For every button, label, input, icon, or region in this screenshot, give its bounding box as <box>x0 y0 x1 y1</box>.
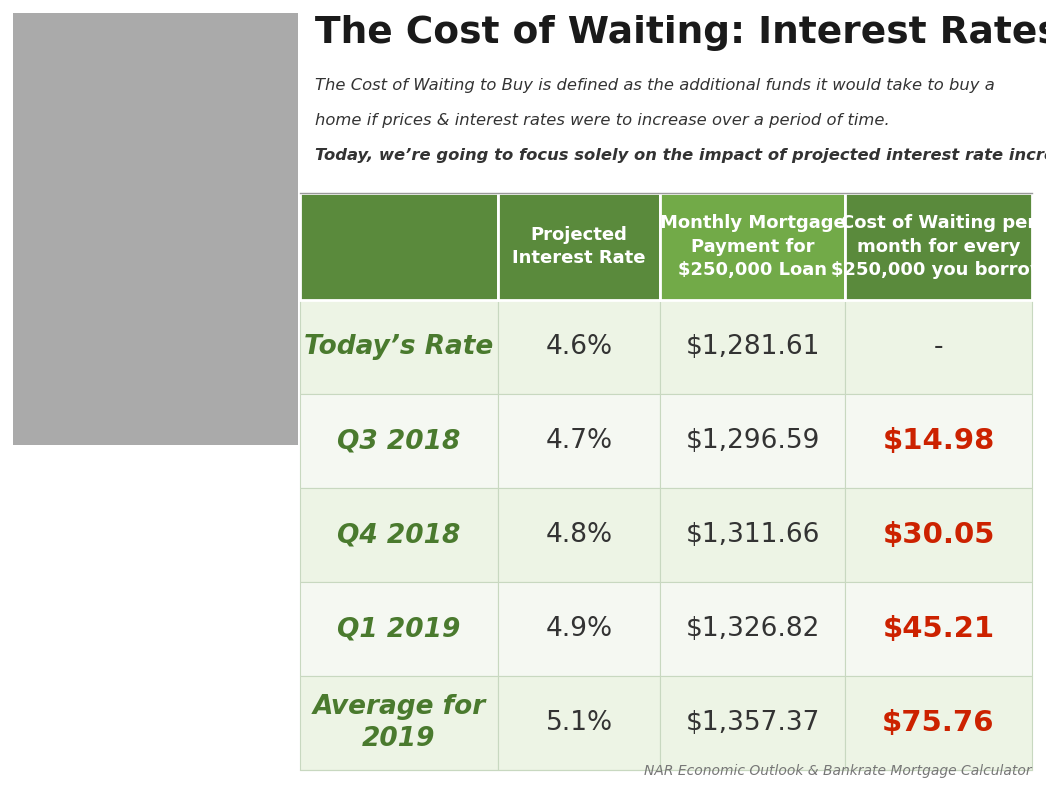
Text: home if prices & interest rates were to increase over a period of time.: home if prices & interest rates were to … <box>315 113 895 128</box>
Text: Monthly Mortgage
Payment for
$250,000 Loan: Monthly Mortgage Payment for $250,000 Lo… <box>660 214 845 279</box>
Text: $1,326.82: $1,326.82 <box>685 616 820 642</box>
Text: Today’s Rate: Today’s Rate <box>304 334 494 360</box>
Text: 4.7%: 4.7% <box>545 428 613 454</box>
Text: $1,296.59: $1,296.59 <box>685 428 820 454</box>
FancyBboxPatch shape <box>498 582 660 676</box>
FancyBboxPatch shape <box>498 488 660 582</box>
FancyBboxPatch shape <box>660 488 845 582</box>
FancyBboxPatch shape <box>660 582 845 676</box>
Text: 4.9%: 4.9% <box>545 616 613 642</box>
Text: $1,281.61: $1,281.61 <box>685 334 820 360</box>
FancyBboxPatch shape <box>300 582 498 676</box>
FancyBboxPatch shape <box>498 676 660 770</box>
FancyBboxPatch shape <box>845 676 1032 770</box>
FancyBboxPatch shape <box>498 394 660 488</box>
FancyBboxPatch shape <box>300 676 498 770</box>
FancyBboxPatch shape <box>845 300 1032 394</box>
Text: Today, we’re going to focus solely on the impact of projected interest rate incr: Today, we’re going to focus solely on th… <box>315 148 1046 163</box>
Text: 4.8%: 4.8% <box>545 522 613 548</box>
Text: The Cost of Waiting to Buy is defined as the additional funds it would take to b: The Cost of Waiting to Buy is defined as… <box>315 78 995 93</box>
FancyBboxPatch shape <box>498 193 660 300</box>
Text: Cost of Waiting per
month for every
$250,000 you borrow: Cost of Waiting per month for every $250… <box>831 214 1046 279</box>
Text: NAR Economic Outlook & Bankrate Mortgage Calculator: NAR Economic Outlook & Bankrate Mortgage… <box>644 764 1032 778</box>
Text: $14.98: $14.98 <box>883 427 995 455</box>
Text: $30.05: $30.05 <box>883 521 995 549</box>
Text: Average for
2019: Average for 2019 <box>313 695 485 751</box>
Text: 5.1%: 5.1% <box>545 710 613 736</box>
FancyBboxPatch shape <box>660 676 845 770</box>
Text: $1,311.66: $1,311.66 <box>685 522 820 548</box>
Text: $75.76: $75.76 <box>882 709 995 737</box>
Text: $45.21: $45.21 <box>883 615 995 643</box>
FancyBboxPatch shape <box>845 488 1032 582</box>
FancyBboxPatch shape <box>845 394 1032 488</box>
FancyBboxPatch shape <box>13 13 298 445</box>
Text: Q3 2018: Q3 2018 <box>337 428 460 454</box>
Text: The Cost of Waiting: Interest Rates Edition: The Cost of Waiting: Interest Rates Edit… <box>315 15 1046 51</box>
Text: $1,357.37: $1,357.37 <box>685 710 820 736</box>
FancyBboxPatch shape <box>300 488 498 582</box>
Text: Q4 2018: Q4 2018 <box>337 522 460 548</box>
FancyBboxPatch shape <box>845 193 1032 300</box>
FancyBboxPatch shape <box>498 300 660 394</box>
Text: 4.6%: 4.6% <box>545 334 613 360</box>
FancyBboxPatch shape <box>300 300 498 394</box>
Text: Projected
Interest Rate: Projected Interest Rate <box>513 226 645 268</box>
FancyBboxPatch shape <box>845 582 1032 676</box>
FancyBboxPatch shape <box>300 394 498 488</box>
Text: Q1 2019: Q1 2019 <box>337 616 460 642</box>
FancyBboxPatch shape <box>660 394 845 488</box>
FancyBboxPatch shape <box>300 193 498 300</box>
FancyBboxPatch shape <box>660 193 845 300</box>
FancyBboxPatch shape <box>660 300 845 394</box>
Text: -: - <box>934 334 943 360</box>
